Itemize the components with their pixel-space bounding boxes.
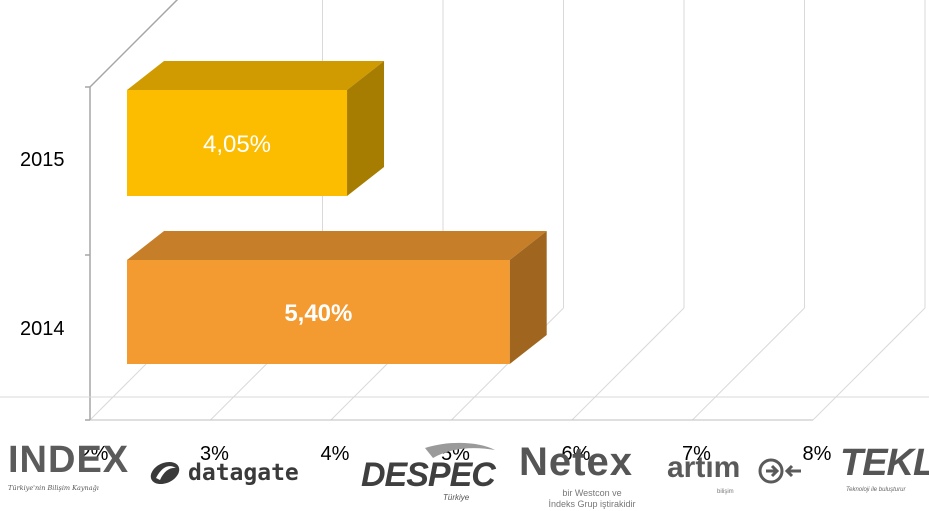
x-tick-label-2: 2% [80,443,109,465]
artim-logo-sub: bilişim [717,489,734,495]
bar-2014-side-face [509,231,547,364]
despec-logo: DESPEC Türkiye [355,440,500,506]
netex-logo-sub-line1: bir Westcon ve [562,488,622,498]
index-logo-tagline: Türkiye'nin Bilişim Kaynağı [8,484,99,492]
netex-logo-name: Netex [519,440,633,484]
wall-top-edge [89,0,179,88]
gridline-floor-8 [812,307,926,421]
data-label-2014: 5,40% [284,300,352,327]
x-tick-label-7: 7% [682,443,711,465]
bar-2014: 5,40% [127,231,547,364]
category-label-2015: 2015 [20,149,65,171]
x-tick-label-4: 4% [321,443,350,465]
datagate-swirl-icon [150,461,180,484]
index-logo: INDEX Türkiye'nin Bilişim Kaynağı [8,439,130,506]
bar-2015-top-face [127,61,385,90]
x-tick-label-8: 8% [803,443,832,465]
despec-logo-sub: Türkiye [443,493,470,502]
x-tick-label-3: 3% [200,443,229,465]
index-logo-name: INDEX [8,439,130,481]
artim-logo-name: artım [667,451,741,484]
teklos-logo: TEKLOS Teknoloji ile buluşturur [838,440,929,510]
x-tick-label-6: 6% [562,443,591,465]
netex-logo-sub-line2: İndeks Grup iştirakidir [548,499,636,509]
bar-2015: 4,05% [127,61,385,196]
bar-2014-top-face [127,231,547,260]
bar-2015-front-face [127,90,348,196]
category-label-2014: 2014 [20,318,65,340]
datagate-logo: datagate [148,450,299,495]
despec-swoosh-icon [425,442,495,458]
bar-2014-front-face [127,260,510,364]
artim-arrow-icon [758,458,801,484]
teklos-logo-tagline: Teknoloji ile buluşturur [846,487,906,493]
netex-logo: Netex bir Westcon ve İndeks Grup iştirak… [515,440,655,510]
artim-logo: artım bilişim [665,445,815,505]
datagate-logo-name: datagate [188,459,299,486]
data-label-2015: 4,05% [203,131,271,158]
chart-axes [0,0,929,421]
despec-logo-name: DESPEC [361,456,496,494]
bar-2015-side-face [347,61,385,196]
gridline-floor-7 [692,307,805,421]
teklos-logo-name: TEKLOS [840,442,929,484]
chart-bars: 5,40% 4,05% [127,61,547,364]
netex-logo-sub: bir Westcon ve İndeks Grup iştirakidir [537,488,647,510]
gridline-floor-6 [571,307,685,421]
